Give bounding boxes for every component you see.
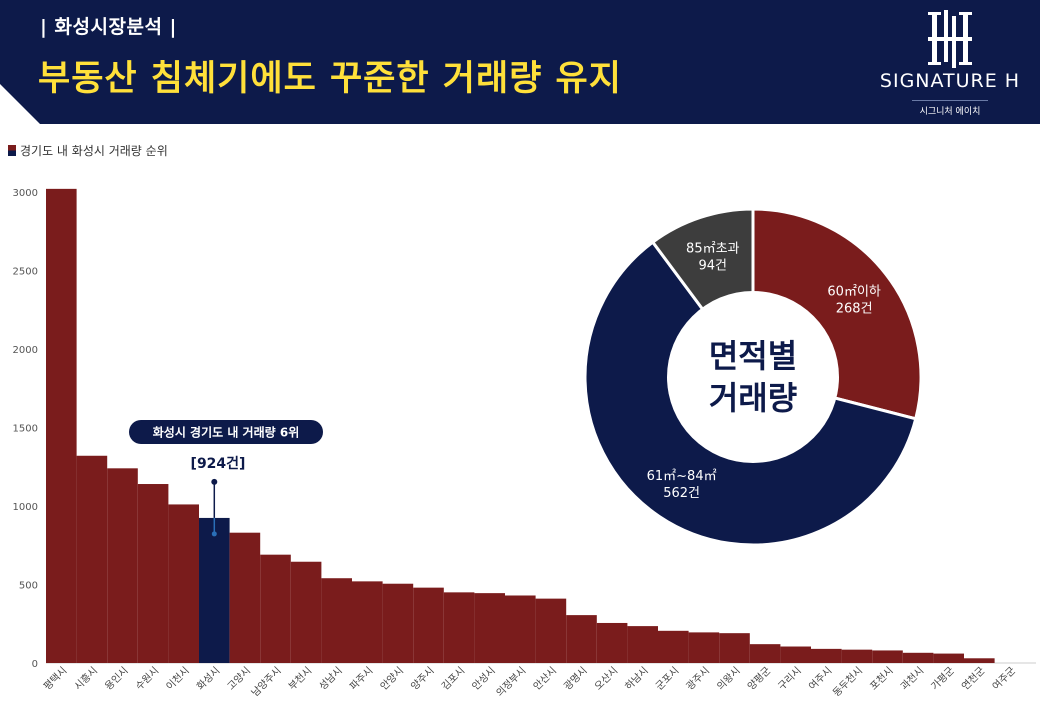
bar (688, 632, 720, 663)
annotation-value: [924건] (191, 455, 246, 472)
bar (443, 592, 475, 663)
signature-h-logo-icon (928, 10, 972, 68)
header-banner (0, 0, 1040, 124)
bar (780, 646, 811, 663)
slice-value-label: 268건 (836, 302, 873, 317)
bar (321, 578, 352, 663)
chart-title: 경기도 내 화성시 거래량 순위 (20, 144, 168, 158)
annotation-dot (211, 478, 218, 485)
bar (841, 649, 873, 663)
page-headline: 부동산 침체기에도 꾸준한 거래량 유지 (38, 59, 622, 99)
bar (627, 626, 658, 663)
y-tick-label: 0 (32, 659, 38, 670)
bar (872, 650, 903, 663)
y-tick-label: 2500 (13, 267, 38, 278)
y-tick-label: 1500 (13, 424, 38, 435)
bar (76, 455, 108, 663)
bar (260, 554, 291, 663)
donut-hole (667, 291, 839, 463)
logo-sub-text: 시그니처 에이치 (919, 107, 981, 117)
bar (902, 652, 934, 663)
annotation-dot (211, 531, 217, 537)
bar (933, 653, 964, 663)
caption-square-icon (8, 145, 16, 156)
bar-highlight (199, 517, 230, 663)
logo-divider (912, 100, 988, 101)
bar (566, 615, 597, 663)
y-tick-label: 500 (19, 581, 38, 592)
bar (413, 587, 444, 663)
bar (505, 595, 536, 663)
bar (46, 188, 77, 664)
bar (352, 581, 383, 663)
bar (964, 658, 995, 663)
bar (596, 622, 628, 663)
chart-caption: 경기도 내 화성시 거래량 순위 (8, 142, 168, 159)
slice-label: 60㎡이하 (827, 285, 881, 300)
slice-label: 85㎡초과 (686, 241, 740, 256)
y-tick-label: 2000 (13, 345, 38, 356)
header-corner-cut (0, 84, 40, 124)
bar (137, 484, 169, 663)
donut-center-label: 거래량 (709, 379, 797, 417)
bar (107, 468, 138, 663)
slice-value-label: 94건 (699, 258, 728, 273)
section-tag: | 화성시장분석 | (40, 16, 177, 38)
y-tick-label: 1000 (13, 502, 38, 513)
bar (658, 630, 689, 663)
bar (719, 633, 750, 663)
donut-center-label: 면적별 (709, 337, 797, 375)
bar (535, 598, 567, 663)
slice-label: 61㎡~84㎡ (647, 469, 717, 484)
bar (229, 532, 261, 663)
bar (474, 593, 505, 663)
annotation-pill (129, 420, 323, 444)
bar (168, 504, 199, 663)
logo-brand-text: SIGNATURE H (879, 70, 1021, 92)
bar (811, 648, 842, 663)
y-tick-label: 3000 (13, 188, 38, 199)
slice-value-label: 562건 (663, 486, 700, 501)
bar (290, 561, 322, 663)
bar (382, 583, 414, 663)
annotation-label: 화성시 경기도 내 거래량 6위 (153, 425, 300, 440)
bar (749, 644, 781, 663)
